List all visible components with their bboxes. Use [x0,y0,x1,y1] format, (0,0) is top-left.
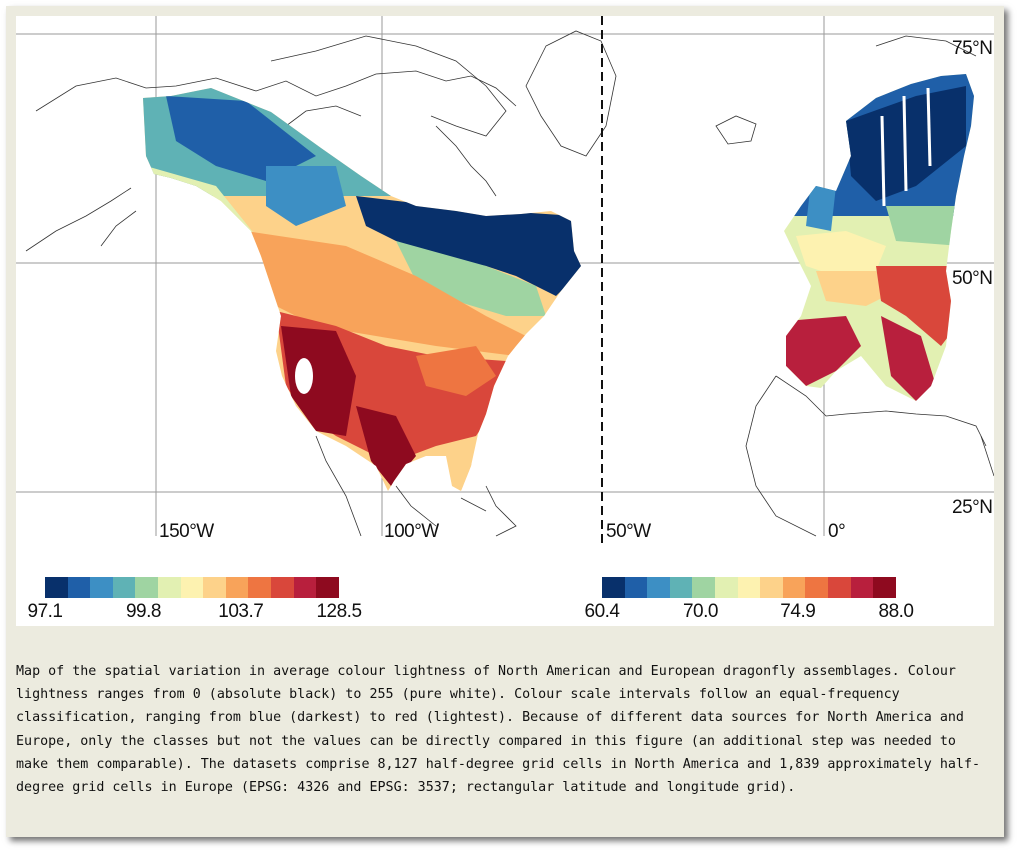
figure-frame: 75°N 50°N 25°N 150°W 100°W 50°W 0° 97.1 … [6,6,1004,837]
lon-label-50w: 50°W [606,521,651,542]
legend-swatch [180,577,204,598]
legend-swatch [90,577,113,598]
lon-label-150w: 150°W [159,521,214,542]
legend-swatch [873,577,896,598]
legend-eu-tick: 74.9 [780,601,816,622]
lon-label-100w: 100°W [384,521,439,542]
legend-na-tick: 99.8 [125,601,161,622]
lat-label-75n: 75°N [952,38,993,59]
legend-na-color-bar [45,577,339,598]
legend-swatch [271,577,294,598]
lon-label-0: 0° [828,521,846,542]
legend-swatch [828,577,851,598]
north-america-raster [143,88,581,491]
legend-swatch [850,577,874,598]
legend-europe: 60.4 70.0 74.9 88.0 [585,577,914,622]
legend-eu-tick: 60.4 [584,601,620,622]
coastlines [25,30,994,537]
figure-caption: Map of the spatial variation in average … [16,664,981,796]
legend-swatch [203,577,226,598]
lat-label-25n: 25°N [952,497,993,518]
legend-swatch [316,577,339,598]
legend-swatch [225,577,249,598]
legend-na-ticks: 97.1 99.8 103.7 128.5 [28,598,363,622]
legend-swatch [782,577,806,598]
legend-na-tick: 97.1 [27,601,63,622]
legend-swatch [624,577,648,598]
legend-na-tick: 128.5 [316,601,362,622]
legend-swatch [293,577,317,598]
legend-swatch [715,577,738,598]
europe-raster [784,74,974,401]
legend-north-america: 97.1 99.8 103.7 128.5 [28,577,363,622]
legend-swatch [669,577,693,598]
legend-eu-tick: 70.0 [682,601,718,622]
legend-eu-color-bar [602,577,896,598]
legend-eu-ticks: 60.4 70.0 74.9 88.0 [585,598,914,622]
map-svg [16,16,994,546]
legend-swatch [692,577,716,598]
lat-label-50n: 50°N [952,268,993,289]
map-panel: 75°N 50°N 25°N 150°W 100°W 50°W 0° 97.1 … [16,16,994,626]
legend-na-tick: 103.7 [218,601,264,622]
legend-eu-tick: 88.0 [878,601,914,622]
legend-swatch [112,577,136,598]
legend-swatch [248,577,272,598]
legend-swatch [760,577,783,598]
legend-swatch [135,577,159,598]
legend-swatch [602,577,625,598]
legend-swatch [45,577,68,598]
legend-swatch [158,577,181,598]
legend-swatch [67,577,91,598]
legend-swatch [737,577,761,598]
legend-swatch [647,577,670,598]
legend-swatch [805,577,829,598]
